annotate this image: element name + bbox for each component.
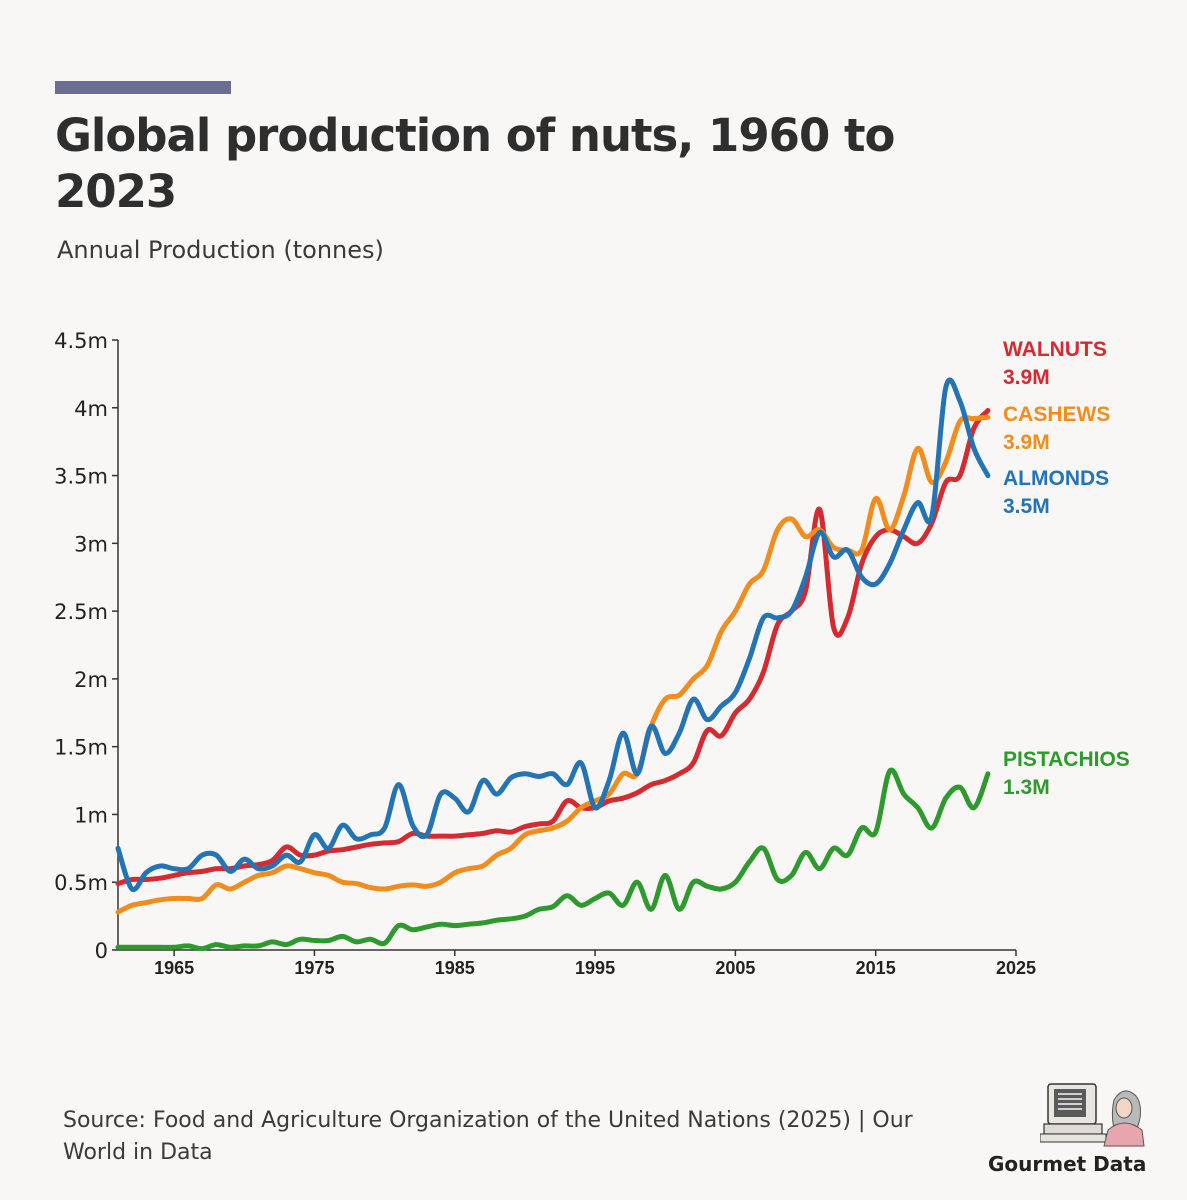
x-tick-label: 1965 [154, 958, 194, 978]
y-tick-label: 0 [95, 939, 108, 963]
series-value-label: 3.5M [1003, 495, 1050, 518]
y-tick-label: 0.5m [54, 871, 108, 895]
y-tick-label: 4.5m [54, 329, 108, 353]
y-tick-label: 2.5m [54, 600, 108, 624]
brand-illustration [1040, 1083, 1145, 1147]
y-tick-label: 4m [74, 397, 108, 421]
series-line-pistachios [115, 767, 991, 952]
series-value-label: 3.9M [1003, 366, 1050, 389]
x-tick-label: 2025 [996, 958, 1036, 978]
series-name-label: CASHEWS [1003, 403, 1110, 426]
chart-title: Global production of nuts, 1960 to 2023 [55, 109, 895, 218]
chart-subtitle: Annual Production (tonnes) [57, 236, 384, 264]
series-value-label: 1.3M [1003, 776, 1050, 799]
brand-name: Gourmet Data [988, 1152, 1147, 1176]
y-tick-label: 2m [74, 668, 108, 692]
x-tick-label: 1975 [294, 958, 334, 978]
x-tick-label: 1995 [575, 958, 615, 978]
y-tick-label: 3m [74, 532, 108, 556]
y-tick-label: 1.5m [54, 736, 108, 760]
y-tick-label: 3.5m [54, 465, 108, 489]
x-tick-label: 1985 [435, 958, 475, 978]
series-name-label: PISTACHIOS [1003, 748, 1130, 771]
series-name-label: ALMONDS [1003, 467, 1109, 490]
series-name-label: WALNUTS [1003, 338, 1107, 361]
source-note: Source: Food and Agriculture Organizatio… [63, 1108, 913, 1165]
x-tick-label: 2015 [856, 958, 896, 978]
x-tick-label: 2005 [715, 958, 755, 978]
series-value-label: 3.9M [1003, 431, 1050, 454]
accent-bar [55, 81, 231, 94]
series-line-almonds [115, 377, 991, 893]
y-tick-label: 1m [74, 803, 108, 827]
series-line-walnuts [115, 408, 991, 887]
